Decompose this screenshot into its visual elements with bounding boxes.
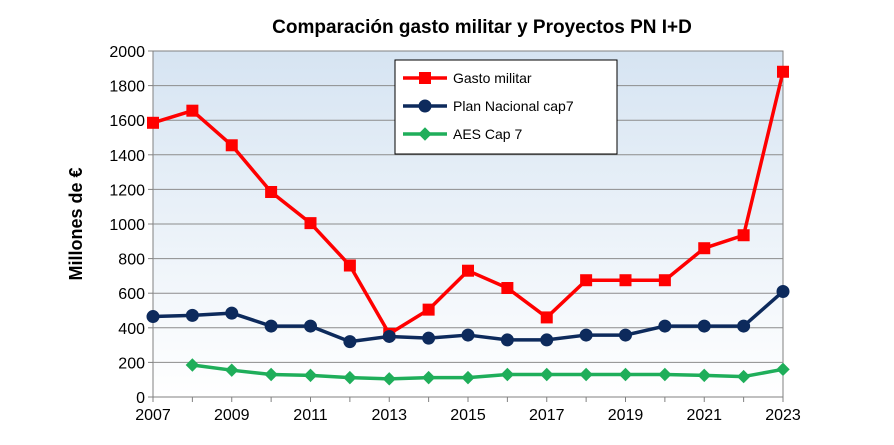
data-point	[303, 368, 318, 383]
x-tick-label: 2013	[371, 407, 407, 424]
data-point	[776, 284, 790, 298]
legend-label: Gasto militar	[453, 70, 532, 86]
data-point	[304, 319, 317, 333]
y-tick-label: 1400	[109, 148, 145, 165]
data-point	[421, 370, 436, 385]
data-point	[225, 139, 238, 152]
data-point	[185, 308, 199, 322]
data-point	[736, 369, 751, 384]
data-point	[618, 367, 633, 382]
data-point	[777, 65, 789, 78]
data-point	[580, 274, 593, 287]
legend-item: Plan Nacional cap7	[403, 98, 574, 114]
data-point	[619, 328, 632, 342]
legend-swatch-marker	[418, 127, 432, 141]
y-tick-label: 1800	[109, 79, 145, 96]
data-point	[658, 274, 671, 287]
chart-title: Comparación gasto militar y Proyectos PN…	[272, 17, 692, 38]
data-point	[265, 185, 278, 198]
y-tick-label: 200	[118, 355, 145, 372]
legend-swatch-marker	[418, 99, 432, 113]
data-point	[264, 367, 278, 382]
data-point	[186, 104, 199, 117]
y-tick-label: 600	[118, 286, 145, 303]
series-2	[146, 284, 790, 349]
data-point	[382, 329, 396, 343]
data-point	[501, 282, 514, 295]
legend-label: Plan Nacional cap7	[453, 98, 574, 114]
data-point	[697, 319, 711, 333]
data-point	[737, 319, 751, 333]
y-tick-label: 400	[118, 321, 145, 338]
data-point	[343, 370, 357, 385]
data-point	[540, 367, 554, 382]
data-point	[540, 333, 554, 347]
data-point	[422, 303, 435, 316]
x-tick-label: 2021	[686, 407, 722, 424]
x-tick-label: 2023	[765, 407, 801, 424]
data-point	[343, 259, 356, 272]
data-point	[697, 368, 711, 383]
data-point	[343, 335, 357, 349]
x-tick-label: 2019	[608, 407, 644, 424]
data-point	[462, 264, 474, 277]
y-tick-label: 0	[136, 390, 145, 407]
y-axis-label: Millones de €	[66, 167, 86, 280]
x-tick-label: 2007	[135, 407, 171, 424]
data-point	[619, 274, 632, 287]
data-point	[461, 328, 475, 342]
data-point	[461, 370, 475, 385]
y-axis: 0 200 400 600 800 1000 1200 1400 1600 1800 2000	[109, 44, 153, 407]
data-point	[698, 242, 711, 255]
series-group	[146, 65, 790, 386]
x-tick-label: 2017	[529, 407, 565, 424]
series-line	[192, 363, 784, 381]
y-tick-label: 1000	[109, 217, 145, 234]
x-axis: 2007 2009 2011 2013 2015 2017 2019 2021 2023	[135, 397, 801, 424]
data-point	[540, 311, 553, 324]
y-tick-label: 1200	[109, 182, 145, 199]
data-point	[264, 319, 278, 333]
legend-item: Gasto militar	[403, 70, 532, 86]
data-point	[225, 306, 239, 320]
y-tick-label: 1600	[109, 113, 145, 130]
data-point	[579, 328, 593, 342]
data-point	[737, 229, 750, 242]
data-point	[304, 217, 317, 230]
data-point	[776, 362, 790, 377]
series-3	[185, 358, 790, 386]
x-tick-label: 2011	[293, 407, 328, 424]
data-point	[500, 367, 515, 382]
legend: Gasto militar Plan Nacional cap7 AES Cap 7	[394, 59, 618, 155]
data-point	[500, 333, 514, 347]
data-point	[579, 367, 593, 382]
legend-label: AES Cap 7	[453, 126, 522, 142]
series-1	[147, 65, 789, 340]
data-point	[422, 331, 436, 345]
y-tick-label: 2000	[109, 44, 145, 61]
data-point	[225, 363, 239, 377]
legend-swatch-marker	[419, 72, 431, 84]
x-tick-label: 2009	[214, 407, 250, 424]
data-point	[146, 310, 160, 324]
y-tick-label: 800	[118, 252, 145, 269]
legend-item: AES Cap 7	[403, 126, 522, 142]
data-point	[658, 367, 672, 382]
x-tick-label: 2015	[450, 407, 486, 424]
data-point	[658, 319, 672, 333]
data-point	[185, 358, 200, 372]
data-point	[382, 372, 396, 386]
data-point	[147, 116, 159, 129]
